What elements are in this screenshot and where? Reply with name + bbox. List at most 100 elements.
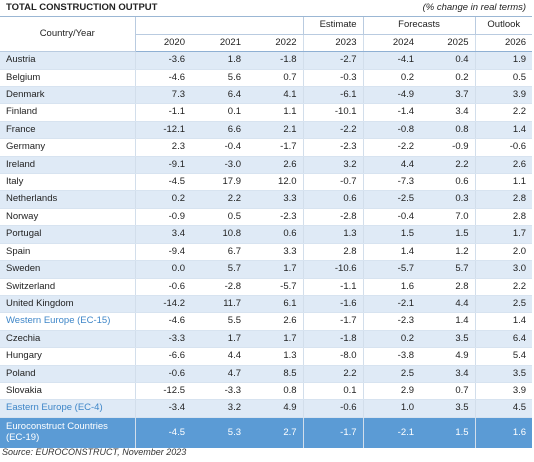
value-cell-2026: 2.0 [474,243,533,262]
table-body: Austria -3.6 1.8 -1.8 -2.7 -4.1 0.4 1.9 Belgium -… [0,51,533,448]
country-name: Hungary [0,347,136,366]
table-row: Hungary -6.6 4.4 1.3 -8.0 -3.8 4.9 5.4 [0,347,533,366]
value-cell-2023: 2.2 [302,365,364,383]
country-name: Denmark [0,86,136,105]
value-cell-2024: -0.8 [362,121,421,140]
value-cell-2020: -0.9 [135,208,191,227]
value-cell-2026: 3.9 [474,86,533,105]
table-row: Poland -0.6 4.7 8.5 2.2 2.5 3.4 3.5 [0,365,533,383]
value-cell-2020: -4.5 [135,173,191,192]
country-name: Switzerland [0,278,136,296]
value-cell-2024: -4.9 [362,86,421,105]
value-cell-2026: 6.4 [474,330,533,349]
value-cell-2022: 0.6 [247,225,304,244]
value-cell-2024: -1.4 [362,103,421,122]
value-cell-2026: 1.6 [474,417,533,448]
table-row: Finland -1.1 0.1 1.1 -10.1 -1.4 3.4 2.2 [0,103,533,122]
value-cell-2023: -8.0 [302,347,364,366]
value-cell-2025: 0.8 [420,121,476,140]
header-group-row: Country/Year Estimate Forecasts Outlook [0,16,533,53]
value-cell-2023: 0.1 [302,382,364,401]
value-cell-2026: 1.9 [474,51,533,70]
value-cell-2023: -10.1 [302,103,364,122]
table-row: France -12.1 6.6 2.1 -2.2 -0.8 0.8 1.4 [0,121,533,140]
value-cell-2023: -10.6 [302,260,364,279]
table-row: Slovakia -12.5 -3.3 0.8 0.1 2.9 0.7 3.9 [0,382,533,401]
value-cell-2023: 2.8 [302,243,364,262]
country-name: Czechia [0,330,136,349]
value-cell-2024: -7.3 [362,173,421,192]
value-cell-2024: 2.5 [362,365,421,383]
value-cell-2023: -2.2 [302,121,364,140]
value-cell-2021: 4.7 [191,365,247,383]
country-name: Poland [0,365,136,383]
value-cell-2022: 0.7 [247,69,304,88]
value-cell-2024: 4.4 [362,156,421,175]
value-cell-2025: 3.4 [420,365,476,383]
value-cell-2023: 0.6 [302,190,364,209]
value-cell-2020: 7.3 [135,86,191,105]
value-cell-2020: -3.3 [135,330,191,349]
country-name: Ireland [0,156,136,175]
value-cell-2022: -1.7 [247,138,304,157]
value-cell-2024: -0.4 [362,208,421,227]
value-cell-2026: 1.4 [474,121,533,140]
table-row: Sweden 0.0 5.7 1.7 -10.6 -5.7 5.7 3.0 [0,260,533,279]
value-cell-2025: 2.8 [420,278,476,296]
value-cell-2025: 0.2 [420,69,476,88]
value-cell-2021: 0.5 [191,208,247,227]
value-cell-2024: 1.6 [362,278,421,296]
value-cell-2026: 1.7 [474,225,533,244]
value-cell-2025: 3.5 [420,330,476,349]
value-cell-2023: -1.7 [302,312,364,331]
table-row: Czechia -3.3 1.7 1.7 -1.8 0.2 3.5 6.4 [0,330,533,349]
country-name: Western Europe (EC-15) [0,312,136,331]
value-cell-2026: 2.6 [474,156,533,175]
country-name: Spain [0,243,136,262]
value-cell-2022: 2.6 [247,156,304,175]
value-cell-2022: -5.7 [247,278,304,296]
table-row: Netherlands 0.2 2.2 3.3 0.6 -2.5 0.3 2.8 [0,190,533,209]
value-cell-2021: -3.3 [191,382,247,401]
value-cell-2020: -12.1 [135,121,191,140]
value-cell-2020: 0.2 [135,190,191,209]
value-cell-2023: 3.2 [302,156,364,175]
value-cell-2024: -3.8 [362,347,421,366]
value-cell-2021: -0.4 [191,138,247,157]
table-row: Spain -9.4 6.7 3.3 2.8 1.4 1.2 2.0 [0,243,533,262]
country-name: France [0,121,136,140]
table-row: Italy -4.5 17.9 12.0 -0.7 -7.3 0.6 1.1 [0,173,533,192]
value-cell-2020: -0.6 [135,278,191,296]
country-name: Eastern Europe (EC-4) [0,399,136,418]
forecasts-header: Forecasts [362,16,476,35]
value-cell-2022: 4.9 [247,399,304,418]
country-name: Norway [0,208,136,227]
country-name: Germany [0,138,136,157]
value-cell-2025: 4.9 [420,347,476,366]
year-header-2021: 2021 [191,34,247,53]
total-row: Euroconstruct Countries (EC-19) -4.5 5.3 2.… [0,417,533,448]
value-cell-2021: 4.4 [191,347,247,366]
table-row: United Kingdom -14.2 11.7 6.1 -1.6 -2.1 4.4 2.5 [0,295,533,314]
estimate-header: Estimate [302,16,364,35]
value-cell-2022: 2.1 [247,121,304,140]
value-cell-2020: 0.0 [135,260,191,279]
year-header-2024: 2024 [362,34,421,53]
value-cell-2025: 3.5 [420,399,476,418]
value-cell-2020: -14.2 [135,295,191,314]
source-note: Source: EUROCONSTRUCT, November 2023 [2,447,187,457]
value-cell-2022: 2.6 [247,312,304,331]
header-blank [135,16,304,35]
value-cell-2026: 2.8 [474,190,533,209]
value-cell-2025: 3.7 [420,86,476,105]
value-cell-2026: 3.0 [474,260,533,279]
value-cell-2020: 2.3 [135,138,191,157]
value-cell-2023: -1.7 [302,417,364,448]
value-cell-2021: 10.8 [191,225,247,244]
table-row: Ireland -9.1 -3.0 2.6 3.2 4.4 2.2 2.6 [0,156,533,175]
country-name: Finland [0,103,136,122]
value-cell-2025: 4.4 [420,295,476,314]
table-title-row: TOTAL CONSTRUCTION OUTPUT (% change in r… [0,0,533,18]
country-name: Sweden [0,260,136,279]
value-cell-2022: -2.3 [247,208,304,227]
